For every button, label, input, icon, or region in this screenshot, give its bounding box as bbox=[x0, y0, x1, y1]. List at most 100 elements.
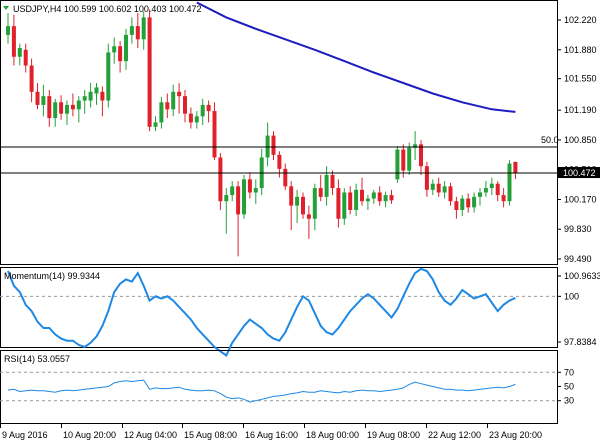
candle-body bbox=[135, 26, 140, 40]
candle bbox=[106, 43, 111, 108]
momentum-axis-label: 100.9633 bbox=[564, 271, 600, 281]
candle bbox=[41, 84, 46, 117]
rsi-axis: 70 50 30 bbox=[557, 367, 574, 406]
time-axis-label: 16 Aug 16:00 bbox=[245, 430, 298, 440]
candle-body bbox=[29, 65, 34, 92]
rsi-axis-label: 30 bbox=[564, 396, 574, 406]
candle bbox=[218, 153, 223, 210]
candle bbox=[153, 116, 158, 132]
candle-body bbox=[324, 174, 329, 197]
current-price-tag-background bbox=[558, 167, 600, 179]
time-axis-label: 18 Aug 00:00 bbox=[306, 430, 359, 440]
candle-body bbox=[401, 149, 406, 171]
candle-body bbox=[389, 195, 394, 201]
candle bbox=[395, 146, 400, 183]
candle bbox=[501, 188, 506, 208]
candle-body bbox=[318, 188, 323, 197]
candle-body bbox=[159, 102, 164, 123]
candle bbox=[283, 163, 288, 190]
time-axis-label: 19 Aug 08:00 bbox=[367, 430, 420, 440]
candle-body bbox=[371, 192, 376, 199]
candle-body bbox=[342, 192, 347, 219]
candle-body bbox=[183, 96, 187, 114]
candle-body bbox=[489, 183, 494, 189]
candle-body bbox=[442, 186, 447, 193]
candle-body bbox=[460, 198, 465, 210]
candle bbox=[419, 139, 423, 175]
price-axis-label: 101.190 bbox=[564, 105, 597, 115]
candle-body bbox=[124, 34, 128, 62]
candle bbox=[354, 183, 359, 217]
candle-body bbox=[35, 91, 40, 105]
chart-header: USDJPY,H4 100.599 100.602 100.403 100.47… bbox=[3, 4, 202, 14]
candle bbox=[53, 98, 58, 127]
candle bbox=[312, 183, 317, 231]
candle-body bbox=[289, 186, 294, 206]
candle-body bbox=[147, 17, 152, 127]
price-axis-label: 99.830 bbox=[564, 224, 592, 234]
candle bbox=[253, 179, 258, 204]
candle bbox=[59, 95, 64, 120]
candle-body bbox=[118, 46, 123, 62]
candle bbox=[507, 160, 512, 206]
candle-body bbox=[65, 104, 69, 114]
chart-title: USDJPY,H4 100.599 100.602 100.403 100.47… bbox=[13, 4, 202, 14]
candle bbox=[112, 37, 117, 64]
candle bbox=[377, 186, 382, 206]
candle bbox=[206, 100, 211, 123]
candle bbox=[342, 188, 347, 225]
candle bbox=[141, 11, 146, 50]
current-price-tag-text: 100.472 bbox=[563, 168, 596, 178]
candle-body bbox=[224, 195, 229, 202]
candle-body bbox=[106, 52, 111, 101]
candle bbox=[424, 161, 429, 197]
candle bbox=[495, 181, 500, 202]
candle-body bbox=[53, 102, 58, 119]
candle-body bbox=[253, 188, 258, 193]
rsi-line bbox=[7, 379, 516, 403]
candle-body bbox=[82, 96, 87, 101]
candle bbox=[230, 181, 235, 202]
candle-body bbox=[360, 189, 364, 202]
candle-body bbox=[70, 104, 75, 110]
time-axis-label: 23 Aug 20:00 bbox=[489, 430, 542, 440]
candle bbox=[177, 83, 182, 114]
candle-body bbox=[478, 192, 482, 197]
candle-body bbox=[212, 111, 217, 158]
price-axis-label: 100.850 bbox=[564, 135, 597, 145]
candle bbox=[460, 195, 465, 217]
candle-body bbox=[23, 49, 28, 66]
candle bbox=[94, 83, 99, 105]
candle bbox=[348, 186, 353, 215]
current-price-tag: 100.472 bbox=[558, 167, 600, 179]
candle bbox=[124, 28, 128, 70]
candle-body bbox=[6, 26, 10, 35]
candle bbox=[360, 177, 364, 206]
candle-body bbox=[436, 183, 441, 193]
candle bbox=[82, 90, 87, 114]
candle bbox=[472, 192, 477, 213]
rsi-title: RSI(14) 53.0557 bbox=[4, 354, 70, 364]
candle-body bbox=[11, 26, 16, 57]
candle bbox=[100, 86, 105, 117]
candle-body bbox=[306, 214, 311, 219]
candle-body bbox=[141, 17, 146, 40]
candle-body bbox=[177, 91, 182, 97]
momentum-axis-label: 97.8384 bbox=[564, 337, 597, 347]
candle-body bbox=[188, 113, 193, 123]
candle-body bbox=[448, 186, 453, 202]
candle bbox=[88, 83, 93, 108]
candle bbox=[489, 177, 494, 196]
candle-body bbox=[247, 179, 252, 193]
candle-body bbox=[495, 183, 500, 196]
rsi-panel: RSI(14) 53.0557 70 50 30 bbox=[0, 350, 574, 424]
candle bbox=[401, 144, 406, 178]
candlestick-series bbox=[6, 9, 518, 257]
candle-body bbox=[165, 102, 170, 110]
candle bbox=[29, 58, 34, 103]
candle bbox=[365, 195, 370, 210]
candle bbox=[35, 83, 40, 110]
momentum-line bbox=[7, 267, 516, 358]
candle bbox=[200, 98, 205, 126]
